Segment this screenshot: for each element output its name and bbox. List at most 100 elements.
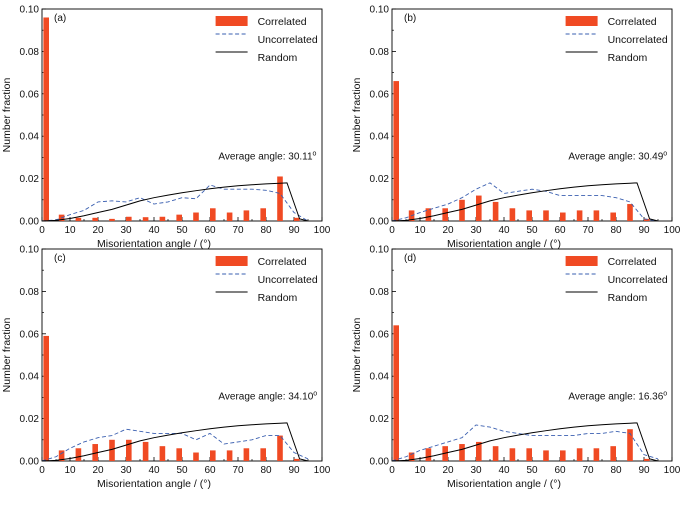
- panel-b: 0 10 20 30 40 50 60 70 80 90 100 0.00 0.02 0.04 0.06 0.…: [351, 5, 681, 251]
- panel-b-legend-correlated-swatch: [565, 16, 598, 26]
- panel-d-y-tick-label: 0.02: [370, 414, 390, 425]
- panel-c-x-tick-label: 30: [120, 465, 132, 476]
- panel-d-legend-uncorrelated-label: Uncorrelated: [608, 274, 668, 286]
- panel-c-y-tick-label: 0.04: [20, 372, 40, 383]
- panel-a-correlated-bar: [277, 176, 283, 221]
- panel-a-y-tick-label: 0.08: [20, 47, 40, 58]
- panel-d-y-tick-label: 0.10: [370, 245, 390, 256]
- panel-d-x-tick-label: 10: [414, 465, 426, 476]
- panel-b-correlated-bar: [425, 208, 432, 221]
- panel-a-legend-uncorrelated-label: Uncorrelated: [258, 34, 318, 46]
- panel-a-y-tick-label: 0.00: [20, 217, 40, 228]
- panel-a: 0 10 20 30 40 50 60 70 80 90 100 0.00 0.02 0.04 0.06 0.…: [1, 5, 331, 251]
- panel-b-x-tick-label: 100: [664, 225, 681, 236]
- panel-b-x-tick-label: 50: [526, 225, 538, 236]
- panel-a-x-axis-title: Misorientation angle / (°): [97, 238, 211, 250]
- panel-b-average-angle-degree: o: [663, 151, 667, 158]
- panel-d-correlated-bar: [459, 444, 465, 461]
- panel-b-y-tick-label: 0.08: [370, 47, 390, 58]
- panel-b-y-tick-label: 0.06: [370, 89, 390, 100]
- panel-a-correlated-bar: [193, 212, 199, 221]
- panel-c-y-tick-label: 0.06: [20, 329, 40, 340]
- panel-b-legend-uncorrelated-label: Uncorrelated: [608, 34, 668, 46]
- panel-d-legend-correlated-swatch: [565, 256, 598, 266]
- panel-a-correlated-bar: [176, 214, 182, 221]
- panel-c-correlated-bar: [243, 448, 250, 461]
- panel-c-average-angle-text: Average angle: 34.10: [218, 392, 313, 403]
- panel-d-correlated-bar: [476, 441, 482, 461]
- panel-a-random-line: [42, 182, 309, 221]
- panel-b-correlated-bar: [393, 81, 399, 221]
- panel-c-correlated-bar: [226, 450, 233, 461]
- panel-c-x-tick-label: 100: [314, 465, 331, 476]
- panel-b-correlated-bar: [509, 208, 516, 221]
- panel-c-correlated-bar: [193, 452, 199, 461]
- panel-d: 0 10 20 30 40 50 60 70 80 90 100 0.00 0.02 0.04 0.06 0.…: [351, 245, 681, 491]
- panel-c-correlated-bar: [210, 450, 216, 461]
- panel-a-uncorrelated-line: [42, 184, 309, 221]
- panel-c-x-tick-label: 60: [204, 465, 216, 476]
- panel-b-y-tick-label: 0.00: [370, 217, 390, 228]
- panel-d-x-tick-label: 90: [638, 465, 650, 476]
- panel-b-correlated-bar: [644, 218, 650, 221]
- panel-c-legend-random-label: Random: [258, 292, 298, 304]
- panel-a-legend-correlated-label: Correlated: [258, 16, 307, 28]
- panel-b-x-tick-label: 90: [638, 225, 650, 236]
- panel-a-y-tick-label: 0.06: [20, 89, 40, 100]
- panel-c-correlated-bar: [176, 448, 182, 461]
- panel-a-correlated-bar: [142, 217, 149, 221]
- panel-a-x-tick-label: 90: [288, 225, 300, 236]
- panel-a-correlated-bar: [210, 208, 216, 221]
- panel-d-y-tick-label: 0.00: [370, 457, 390, 468]
- panel-c-y-tick-label: 0.02: [20, 414, 40, 425]
- panel-b-correlated-bar: [610, 212, 616, 221]
- panel-b-correlated-bar: [543, 210, 549, 221]
- panel-b-label: (b): [404, 13, 416, 24]
- panel-a-y-tick-label: 0.10: [20, 5, 40, 16]
- panel-a-x-tick-label: 40: [148, 225, 160, 236]
- panel-a-x-tick-label: 50: [176, 225, 188, 236]
- panel-b-y-axis-title: Number fraction: [351, 77, 363, 152]
- panel-a-correlated-bar: [260, 208, 266, 221]
- panel-b-y-tick-label: 0.10: [370, 5, 390, 16]
- panel-c-correlated-bar: [58, 450, 65, 461]
- panel-c-legend-correlated-label: Correlated: [258, 256, 307, 268]
- panel-d-x-tick-label: 50: [526, 465, 538, 476]
- panel-d-x-tick-label: 80: [610, 465, 622, 476]
- panel-b-x-tick-label: 80: [610, 225, 622, 236]
- panel-c-y-tick-label: 0.10: [20, 245, 40, 256]
- panel-b-correlated-bar: [560, 212, 566, 221]
- panel-b-x-axis-title: Misorientation angle / (°): [447, 238, 561, 250]
- panel-a-correlated-bar: [75, 217, 82, 221]
- panel-a-correlated-bar: [92, 217, 98, 221]
- panel-a-legend-correlated-swatch: [215, 16, 248, 26]
- panel-a-y-axis-title: Number fraction: [1, 77, 13, 152]
- panel-d-y-axis-title: Number fraction: [351, 317, 363, 392]
- panel-c-x-axis-title: Misorientation angle / (°): [97, 478, 211, 490]
- panel-a-y-tick-label: 0.04: [20, 132, 40, 143]
- panel-b-average-angle-text: Average angle: 30.49: [568, 152, 663, 163]
- panel-d-average-angle-text: Average angle: 16.36: [568, 392, 663, 403]
- panel-b-correlated-bar: [627, 204, 633, 221]
- panel-c-y-tick-label: 0.00: [20, 457, 40, 468]
- panel-d-correlated-bar: [408, 452, 415, 461]
- panel-d-average-angle: Average angle: 16.36o: [568, 391, 667, 403]
- panel-d-x-tick-label: 60: [554, 465, 566, 476]
- panel-d-y-tick-label: 0.06: [370, 329, 390, 340]
- panel-d-random-line: [392, 422, 659, 461]
- panel-c-correlated-bar: [92, 444, 98, 461]
- panel-b-x-tick-label: 40: [498, 225, 510, 236]
- panel-a-x-tick-label: 10: [64, 225, 76, 236]
- panel-a-average-angle-degree: o: [313, 151, 317, 158]
- panel-d-correlated-bar: [576, 448, 583, 461]
- panel-c-x-tick-label: 90: [288, 465, 300, 476]
- panel-d-label: (d): [404, 253, 416, 264]
- panel-b-random-line: [392, 182, 659, 221]
- panel-b-legend-correlated-label: Correlated: [608, 16, 657, 28]
- panel-c-x-tick-label: 70: [232, 465, 244, 476]
- panel-d-y-tick-label: 0.08: [370, 287, 390, 298]
- panel-c-x-tick-label: 80: [260, 465, 272, 476]
- panel-c-correlated-bar: [277, 435, 283, 461]
- panel-b-x-tick-label: 0: [389, 225, 395, 236]
- panel-b-x-tick-label: 20: [442, 225, 454, 236]
